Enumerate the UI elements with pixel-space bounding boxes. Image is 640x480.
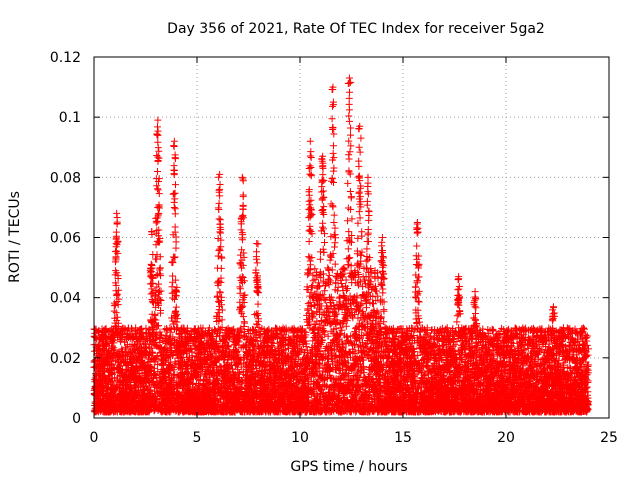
data-point	[102, 324, 110, 332]
data-point	[112, 281, 120, 289]
data-point	[107, 369, 115, 377]
x-axis-label: GPS time / hours	[290, 459, 407, 475]
y-axis-label: ROTI / TECUs	[7, 191, 23, 283]
data-point	[112, 309, 120, 317]
data-point	[114, 274, 122, 282]
data-point	[115, 286, 123, 294]
data-point	[113, 313, 121, 321]
data-point	[117, 338, 125, 346]
data-point	[113, 269, 121, 277]
data-point	[114, 319, 122, 327]
data-point	[113, 291, 121, 299]
data-point	[108, 342, 116, 350]
data-point	[111, 346, 119, 354]
data-point	[112, 357, 120, 365]
data-points	[90, 74, 592, 416]
data-point	[114, 301, 122, 309]
data-point	[102, 333, 110, 341]
data-point	[110, 339, 118, 347]
chart-title: Day 356 of 2021, Rate Of TEC Index for r…	[167, 21, 545, 37]
data-point	[101, 326, 109, 334]
data-point	[119, 329, 127, 337]
data-point	[115, 295, 123, 303]
data-point	[108, 353, 116, 361]
